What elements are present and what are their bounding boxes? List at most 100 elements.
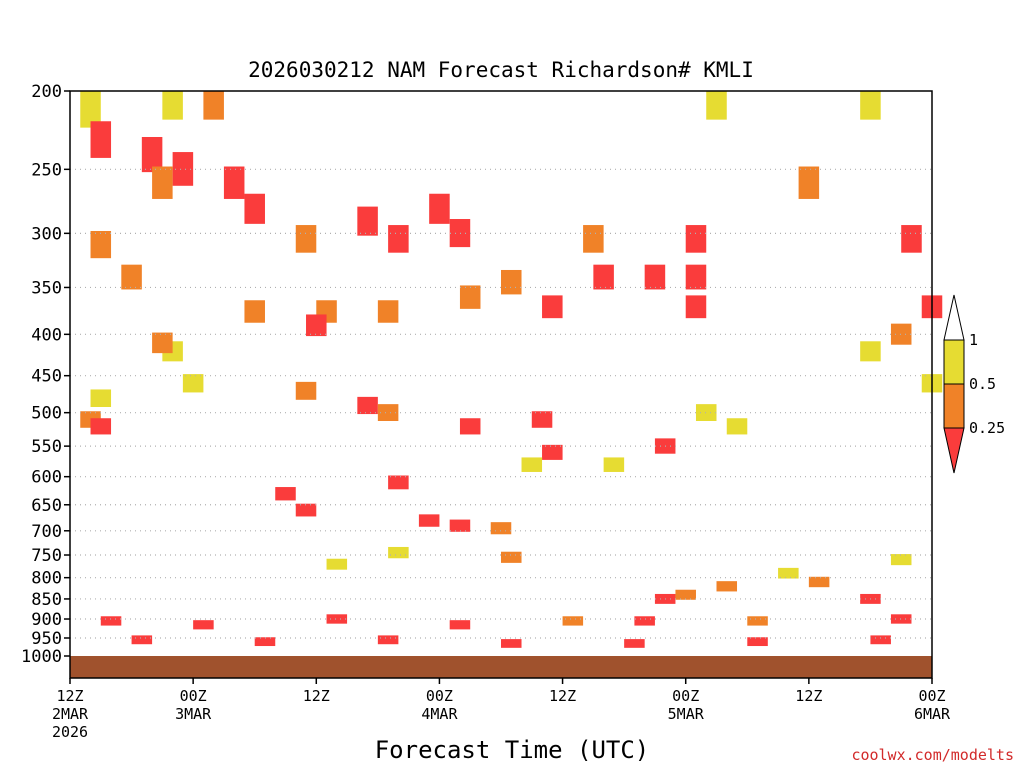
heatmap-cell (685, 264, 707, 290)
y-tick-label-600: 600 (31, 468, 62, 488)
heatmap-cell (901, 225, 922, 253)
y-tick-label-950: 950 (31, 629, 62, 649)
heatmap-cell (685, 225, 707, 253)
heatmap-cell (377, 635, 399, 645)
x-tick-time-4: 12Z (549, 687, 576, 705)
x-tick-time-3: 00Z (426, 687, 453, 705)
y-tick-label-250: 250 (31, 160, 62, 180)
heatmap-cell (377, 404, 399, 421)
heatmap-cell (459, 285, 481, 309)
heatmap-cell (501, 269, 522, 295)
heatmap-cell (141, 136, 163, 173)
plot-area (70, 91, 932, 678)
heatmap-cell (306, 314, 327, 337)
x-tick-date-5: 5MAR (668, 705, 705, 723)
x-tick-time-5: 00Z (672, 687, 699, 705)
heatmap-cell (726, 418, 748, 435)
heatmap-cell (890, 554, 912, 566)
heatmap-cell (162, 91, 183, 120)
heatmap-cell (377, 300, 399, 323)
colorbar-label-0.5: 0.5 (969, 375, 996, 393)
heatmap-cell (747, 637, 768, 647)
x-tick-year-0: 2026 (52, 723, 88, 741)
colorbar: 1 0.5 0.25 (943, 294, 1005, 474)
heatmap-cell (860, 341, 881, 362)
colorbar-segment-0.25-0.5 (943, 383, 965, 429)
colorbar-top-arrow (943, 294, 965, 341)
credit-text: coolwx.com/modelts (851, 746, 1014, 764)
heatmap-cell (244, 300, 265, 323)
y-axis: 200 250 300 350 400 450 500 550 600 650 700 750 8008… (21, 82, 70, 667)
x-tick-date-0: 2MAR (52, 705, 89, 723)
y-tick-label-900: 900 (31, 610, 62, 630)
heatmap-cell (449, 620, 471, 630)
x-tick-time-2: 12Z (303, 687, 330, 705)
colorbar-label-1: 1 (969, 331, 978, 349)
heatmap-cell (275, 487, 296, 501)
colorbar-bottom-arrow (943, 427, 965, 474)
heatmap-cell (326, 558, 348, 570)
heatmap-cell (562, 616, 584, 626)
y-tick-label-550: 550 (31, 437, 62, 457)
x-tick-date-1: 3MAR (175, 705, 212, 723)
heatmap-cell (203, 91, 224, 120)
heatmap-cell (295, 503, 317, 517)
y-tick-label-400: 400 (31, 325, 62, 345)
y-tick-label-750: 750 (31, 546, 62, 566)
heatmap-cell (490, 522, 512, 535)
plot-frame (69, 90, 933, 679)
heatmap-cell (357, 206, 378, 236)
heatmap-cell (244, 193, 265, 224)
y-tick-label-1000: 1000 (21, 647, 62, 667)
heatmap-cell (501, 639, 522, 648)
heatmap-cell (860, 91, 881, 120)
heatmap-cell (603, 457, 625, 472)
heatmap-cell (254, 637, 276, 647)
y-tick-label-800: 800 (31, 569, 62, 589)
heatmap-cell (685, 295, 707, 319)
heatmap-cell (459, 418, 481, 435)
heatmap-cell (295, 225, 317, 253)
heatmap-cell (90, 230, 112, 259)
y-tick-label-200: 200 (31, 82, 62, 102)
x-tick-date-7: 6MAR (914, 705, 951, 723)
x-tick-date-3: 4MAR (421, 705, 458, 723)
heatmap-cell (624, 639, 645, 648)
y-tick-label-350: 350 (31, 278, 62, 298)
heatmap-cell (326, 614, 348, 624)
x-axis-label: Forecast Time (UTC) (375, 736, 650, 764)
heatmap-cell (357, 396, 378, 415)
heatmap-cell (890, 323, 912, 345)
heatmap-cell (295, 381, 317, 400)
x-tick-time-6: 12Z (795, 687, 822, 705)
heatmap-cell (870, 635, 891, 645)
chart-title: 2026030212 NAM Forecast Richardson# KMLI (248, 58, 754, 82)
heatmap-cell (593, 264, 614, 290)
heatmap-cell (193, 620, 214, 630)
heatmap-cell (890, 614, 912, 624)
heatmap-cell (501, 551, 522, 563)
heatmap-cell (583, 225, 604, 253)
y-tick-label-500: 500 (31, 404, 62, 424)
heatmap-cell (449, 219, 471, 248)
heatmap-cell (418, 514, 440, 527)
heatmap-cell (521, 457, 543, 472)
heatmap-cells (80, 91, 943, 648)
heatmap-cell (80, 91, 101, 128)
x-tick-time-1: 00Z (180, 687, 207, 705)
heatmap-cell (695, 404, 717, 421)
colorbar-segment-0.5-1 (943, 339, 965, 385)
heatmap-cell (449, 519, 471, 532)
heatmap-cell (429, 193, 450, 224)
heatmap-cell (131, 635, 153, 645)
ground-band (70, 656, 932, 678)
heatmap-cell (388, 546, 409, 559)
colorbar-label-0.25: 0.25 (969, 419, 1005, 437)
heatmap-cell (798, 166, 820, 199)
heatmap-cell (152, 332, 173, 354)
heatmap-cell (716, 581, 738, 592)
heatmap-cell (388, 475, 409, 490)
heatmap-cell (706, 91, 727, 120)
